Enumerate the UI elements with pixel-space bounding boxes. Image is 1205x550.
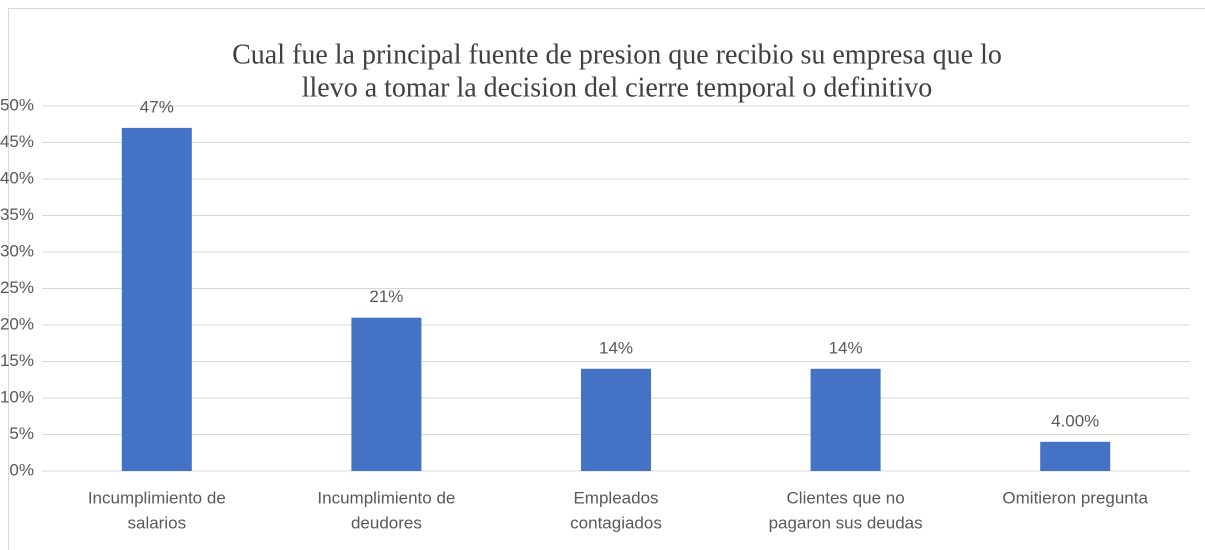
chart-border — [8, 8, 1205, 550]
value-label: 14% — [829, 338, 863, 357]
bar — [121, 127, 192, 472]
y-tick-label: 50% — [0, 95, 34, 114]
x-tick-label: Omitieron pregunta — [1002, 488, 1148, 507]
value-label: 14% — [599, 338, 633, 357]
y-tick-label: 15% — [0, 351, 34, 370]
y-tick-label: 10% — [0, 387, 34, 406]
y-tick-label: 5% — [9, 424, 34, 443]
x-tick-label: Clientes que no — [787, 488, 905, 507]
bar — [581, 368, 651, 471]
y-tick-label: 0% — [9, 460, 34, 479]
x-tick-label: contagiados — [570, 513, 662, 532]
bar — [351, 317, 422, 471]
y-tick-label: 25% — [0, 278, 34, 297]
x-tick-label: Incumplimiento de — [317, 488, 455, 507]
chart-title: llevo a tomar la decision del cierre tem… — [302, 72, 933, 103]
x-tick-label: pagaron sus deudas — [769, 513, 923, 532]
y-tick-label: 35% — [0, 205, 34, 224]
value-label: 21% — [369, 287, 403, 306]
y-tick-label: 45% — [0, 132, 34, 151]
x-tick-label: salarios — [128, 513, 187, 532]
chart-title: Cual fue la principal fuente de presion … — [232, 39, 1002, 70]
value-label: 47% — [140, 97, 174, 116]
bar — [810, 368, 881, 471]
x-tick-label: deudores — [351, 513, 422, 532]
x-tick-label: Empleados — [573, 488, 658, 507]
x-tick-label: Incumplimiento de — [88, 488, 226, 507]
y-tick-label: 20% — [0, 314, 34, 333]
y-tick-label: 30% — [0, 241, 34, 260]
y-tick-label: 40% — [0, 168, 34, 187]
value-label: 4.00% — [1051, 411, 1099, 430]
bar — [1040, 441, 1111, 471]
